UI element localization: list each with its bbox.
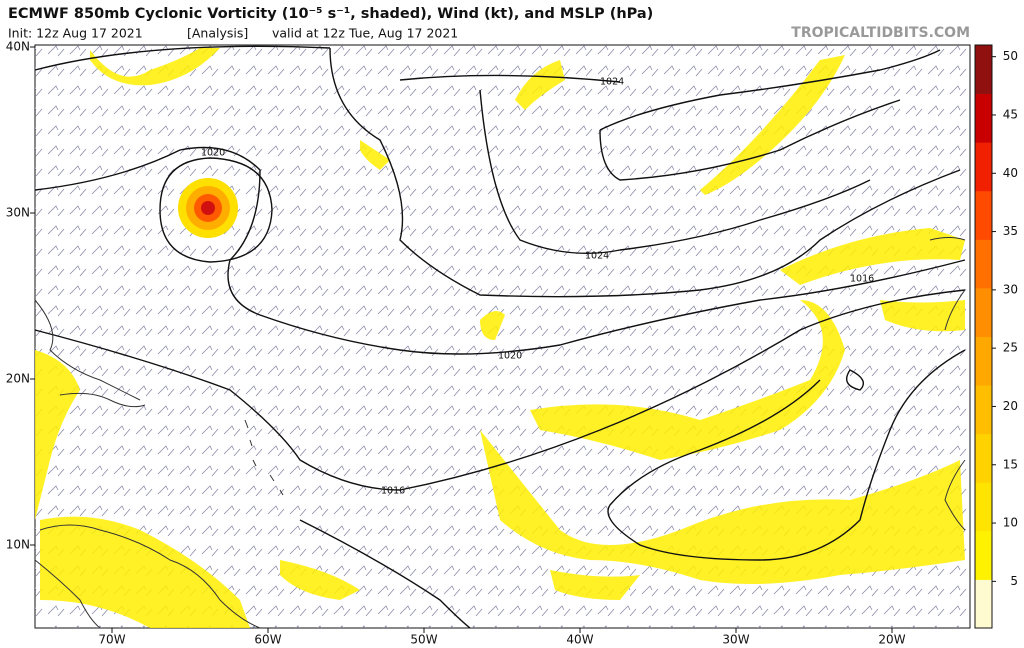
colorbar-label: 40 — [1003, 166, 1018, 180]
isobar-label: 1020 — [498, 351, 522, 362]
lon-label: 40W — [566, 633, 593, 647]
run-type: [Analysis] — [187, 26, 248, 41]
colorbar-label: 10 — [1003, 516, 1018, 530]
colorbar-swatch — [975, 579, 992, 629]
colorbar-label: 20 — [1003, 399, 1018, 413]
colorbar-swatch — [975, 385, 992, 435]
lon-label: 50W — [410, 633, 437, 647]
colorbar-label: 45 — [1003, 107, 1018, 121]
title: ECMWF 850mb Cyclonic Vorticity (10⁻⁵ s⁻¹… — [8, 6, 653, 22]
isobar-label: 1020 — [201, 148, 225, 159]
colorbar-swatch — [975, 433, 992, 483]
latitude-labels: 40N 30N 20N 10N — [6, 40, 35, 552]
lon-label: 20W — [878, 633, 905, 647]
colorbar-swatch — [975, 482, 992, 532]
colorbar: 5 10 15 20 25 30 35 40 45 50 — [974, 44, 1018, 629]
isobar-label: 1024 — [600, 77, 624, 88]
isobar-label: 1016 — [381, 486, 405, 497]
colorbar-label: 50 — [1003, 49, 1018, 63]
lon-label: 70W — [98, 633, 125, 647]
isobar-label: 1024 — [585, 251, 609, 262]
coastlines — [34, 237, 966, 629]
colorbar-swatch — [975, 93, 992, 143]
colorbar-frame — [974, 44, 993, 629]
valid-time: valid at 12z Tue, Aug 17 2021 — [272, 26, 458, 41]
colorbar-label: 25 — [1003, 341, 1018, 355]
lon-label: 60W — [254, 633, 281, 647]
lat-label: 30N — [6, 206, 30, 220]
isobars — [34, 45, 966, 629]
colorbar-label: 15 — [1003, 457, 1018, 471]
colorbar-swatch — [975, 239, 992, 289]
colorbar-label: 35 — [1003, 224, 1018, 238]
low-center — [178, 178, 238, 238]
longitude-labels: 70W 60W 50W 40W 30W 20W — [98, 628, 906, 647]
lat-label: 20N — [6, 372, 30, 386]
isobar-label: 1016 — [850, 274, 874, 285]
colorbar-label: 5 — [1010, 574, 1018, 588]
colorbar-swatch — [975, 287, 992, 337]
lat-label: 10N — [6, 538, 30, 552]
map-frame: 70W 60W 50W 40W 30W 20W 40N 30N 20N 10N 1024 102… — [6, 40, 971, 647]
site-name: TROPICALTIDBITS.COM — [791, 25, 970, 41]
init-time: Init: 12z Aug 17 2021 — [8, 26, 143, 41]
colorbar-swatch — [975, 45, 992, 95]
colorbar-swatch — [975, 530, 992, 580]
lat-label: 40N — [6, 40, 30, 54]
colorbar-swatch — [975, 190, 992, 240]
lon-label: 30W — [722, 633, 749, 647]
colorbar-swatch — [975, 142, 992, 192]
colorbar-label: 30 — [1003, 282, 1018, 296]
colorbar-swatch — [975, 336, 992, 386]
